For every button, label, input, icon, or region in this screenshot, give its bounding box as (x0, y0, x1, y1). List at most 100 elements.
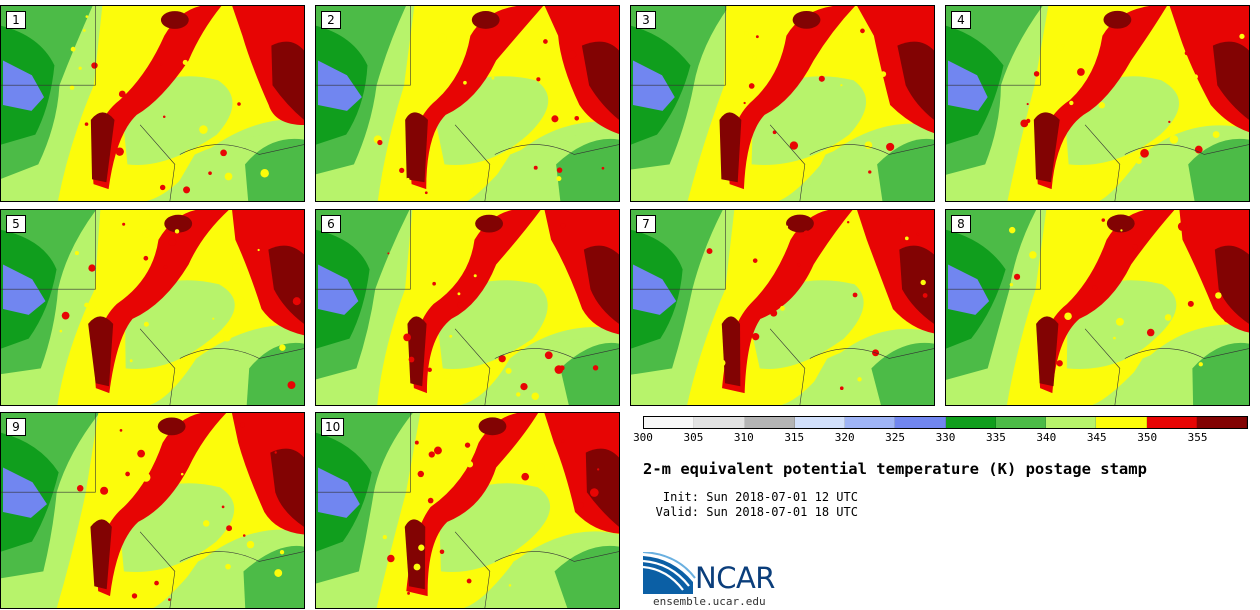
speckle (382, 534, 387, 540)
map-field (946, 210, 1249, 405)
speckle (1043, 260, 1050, 267)
maroon-region (583, 245, 619, 324)
speckle (85, 15, 89, 18)
speckle (84, 302, 90, 308)
panel-label: 3 (636, 11, 656, 29)
speckle (137, 449, 146, 458)
speckle (129, 359, 133, 363)
green-region (246, 342, 304, 405)
speckle (154, 580, 159, 586)
map-field (631, 6, 934, 201)
speckle (1029, 251, 1037, 259)
speckle (463, 80, 467, 85)
state-boundary (1, 413, 304, 608)
speckle (1120, 229, 1123, 232)
colorbar-tick-label: 330 (935, 431, 956, 444)
speckle (1187, 300, 1194, 307)
speckle (69, 85, 75, 90)
speckle (279, 344, 286, 351)
valid-value: Sun 2018-07-01 18 UTC (706, 505, 858, 519)
speckle (220, 149, 227, 157)
speckle (174, 229, 180, 234)
colorbar-tick-label: 320 (834, 431, 855, 444)
speckle (734, 110, 738, 115)
speckle (168, 598, 171, 601)
speckle (1223, 315, 1231, 323)
speckle (76, 485, 84, 492)
speckle (577, 502, 584, 509)
speckle (574, 115, 580, 121)
speckle (257, 248, 260, 252)
speckle (61, 311, 70, 320)
speckle (414, 440, 419, 445)
speckle (457, 302, 464, 309)
speckle (491, 76, 495, 80)
speckle (846, 220, 850, 224)
lake-region (2, 467, 47, 518)
maroon-region (405, 112, 428, 183)
speckle (413, 563, 421, 571)
maroon-region (157, 417, 186, 436)
speckle (1008, 226, 1016, 234)
speckle (904, 236, 909, 241)
lake-region (317, 264, 359, 315)
panel-label: 6 (321, 215, 341, 233)
speckle (752, 258, 758, 263)
maroon-region (899, 245, 934, 324)
maroon-region (581, 41, 619, 120)
map-panel: 3 (630, 5, 935, 202)
speckle (427, 497, 434, 504)
speckle (818, 75, 825, 82)
speckle (118, 90, 126, 98)
speckle (443, 372, 451, 379)
speckle (237, 102, 241, 106)
speckle (246, 540, 255, 549)
speckle (1115, 317, 1124, 326)
speckle (568, 50, 577, 59)
speckle (1132, 244, 1138, 250)
maroon-region (585, 448, 619, 527)
speckle (160, 63, 163, 66)
speckle (387, 252, 390, 255)
maroon-region (721, 316, 741, 387)
speckle (785, 225, 789, 229)
speckle (226, 525, 233, 532)
speckle (1198, 362, 1203, 367)
speckle (202, 520, 210, 527)
speckle (162, 115, 166, 119)
colorbar-swatch (945, 417, 996, 428)
speckle (752, 55, 757, 60)
speckle (920, 279, 926, 286)
speckle (922, 293, 928, 298)
speckle (426, 596, 430, 600)
speckle (780, 305, 785, 311)
speckle (505, 367, 512, 374)
colorbar-swatch (895, 417, 946, 428)
speckle (533, 165, 538, 170)
speckle (84, 122, 89, 126)
speckle (119, 429, 123, 432)
colorbar-tick-label: 340 (1036, 431, 1057, 444)
colorbar-swatch (1046, 417, 1097, 428)
ncar-logo-icon (643, 552, 696, 594)
init-label: Init: (662, 490, 699, 504)
speckle (1194, 145, 1203, 154)
speckle (279, 550, 285, 555)
speckle (387, 554, 395, 563)
speckle (788, 186, 793, 191)
speckle (592, 365, 599, 371)
speckle (895, 218, 901, 224)
speckle (1013, 273, 1021, 280)
speckle (597, 468, 600, 471)
speckle (860, 28, 865, 34)
speckle (78, 66, 82, 70)
speckle (417, 470, 424, 478)
speckle (1184, 50, 1190, 56)
speckle (1146, 328, 1155, 337)
speckle (232, 263, 241, 272)
panel-label: 10 (321, 418, 345, 436)
panel-label: 4 (951, 11, 971, 29)
speckle (183, 186, 191, 194)
speckle (274, 451, 277, 454)
speckle (168, 238, 177, 246)
